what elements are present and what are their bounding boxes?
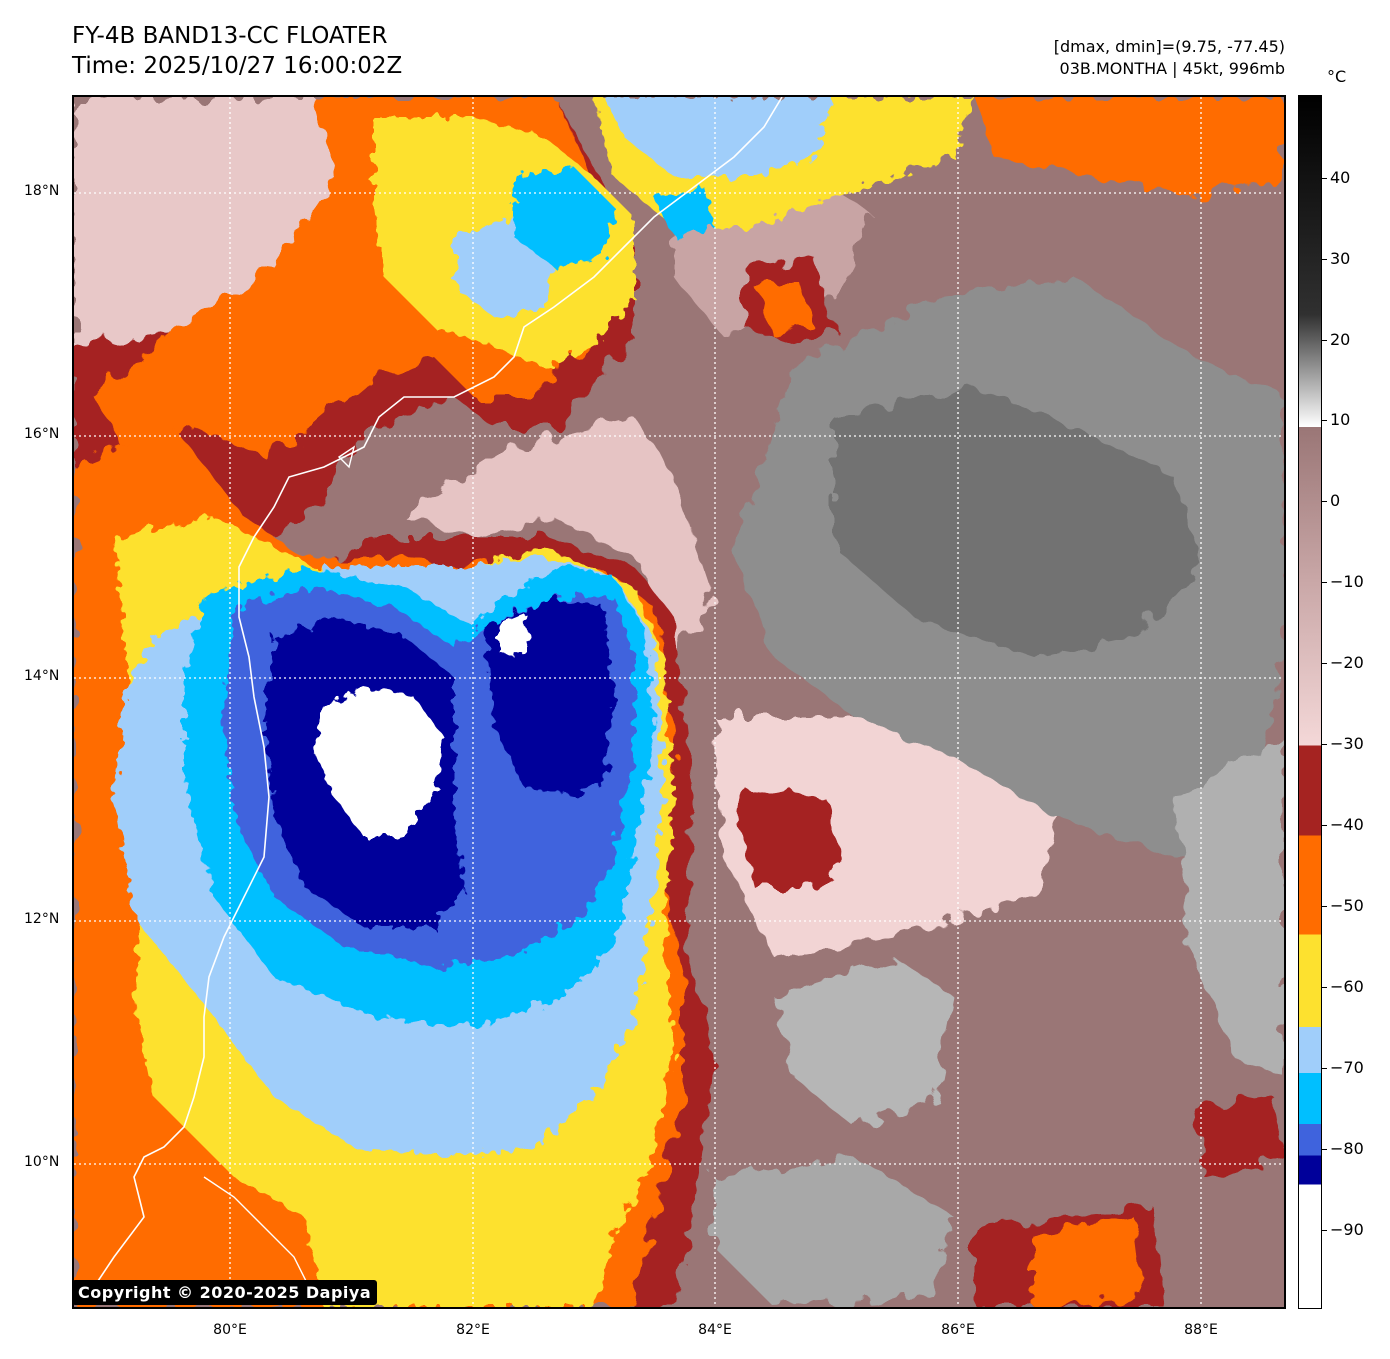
deep-blue-cell-north	[514, 167, 614, 267]
lon-label-82e: 82°E	[456, 1322, 490, 1338]
colorbar-tick-label: 10	[1330, 410, 1351, 429]
dark-red-cell-southeast	[1194, 1097, 1284, 1177]
colorbar-tick-label: 40	[1330, 168, 1351, 187]
colorbar-tick-mark	[1322, 744, 1327, 745]
colorbar-tick-label: −80	[1330, 1139, 1364, 1158]
colorbar-tick-mark	[1322, 1230, 1327, 1231]
colorbar-tick-mark	[1322, 178, 1327, 179]
pink-area-northwest	[74, 97, 404, 347]
colorbar	[1298, 95, 1322, 1309]
orange-cell-north	[754, 287, 814, 337]
copyright-label: Copyright © 2020-2025 Dapiya	[72, 1280, 378, 1305]
colorbar-tick-mark	[1322, 987, 1327, 988]
lat-label-14n: 14°N	[24, 668, 60, 684]
white-spot-east	[499, 612, 529, 657]
colorbar-tick-mark	[1322, 582, 1327, 583]
lat-label-18n: 18°N	[24, 183, 60, 199]
graticule	[74, 97, 1284, 1307]
gray-patch-south	[774, 957, 954, 1127]
range-label: [dmax, dmin]=(9.75, -77.45)	[1053, 37, 1285, 56]
coastline-sri-lanka	[203, 1176, 315, 1298]
colorbar-tick-mark	[1322, 501, 1327, 502]
colorbar-tick-label: −10	[1330, 572, 1364, 591]
white-coldest-core	[314, 687, 444, 837]
colorbar-tick-label: −90	[1330, 1220, 1364, 1239]
time-label: Time: 2025/10/27 16:00:02Z	[72, 53, 403, 79]
dark-gray-cloud-core	[834, 387, 1204, 657]
lat-label-12n: 12°N	[24, 911, 60, 927]
dark-red-cell-central	[739, 787, 844, 887]
pink-area-central	[404, 417, 714, 657]
colorbar-tick-mark	[1322, 340, 1327, 341]
coastline	[74, 97, 783, 1298]
light-blue-area-north	[604, 97, 834, 177]
chart-title: FY-4B BAND13-CC FLOATER	[72, 23, 388, 49]
lat-label-10n: 10°N	[24, 1154, 60, 1170]
orange-band-south	[1034, 1217, 1144, 1307]
colorbar-tick-label: 0	[1330, 491, 1341, 510]
colorbar-tick-label: −50	[1330, 896, 1364, 915]
colorbar-tick-mark	[1322, 259, 1327, 260]
gray-patch-southwest	[714, 1157, 954, 1307]
lat-label-16n: 16°N	[24, 426, 60, 442]
colorbar-tick-mark	[1322, 420, 1327, 421]
colorbar-tick-mark	[1322, 1149, 1327, 1150]
colorbar-tick-label: −30	[1330, 734, 1364, 753]
lon-label-80e: 80°E	[213, 1322, 247, 1338]
lon-label-84e: 84°E	[698, 1322, 732, 1338]
colorbar-tick-mark	[1322, 663, 1327, 664]
orange-band-northeast	[974, 97, 1284, 197]
colorbar-tick-label: −20	[1330, 653, 1364, 672]
colorbar-unit: °C	[1327, 67, 1347, 86]
lon-label-88e: 88°E	[1184, 1322, 1218, 1338]
lon-label-86e: 86°E	[941, 1322, 975, 1338]
pink-area-east	[714, 717, 1074, 957]
colorbar-tick-label: −40	[1330, 815, 1364, 834]
deep-blue-cell-northeast	[654, 187, 714, 237]
coastline-islet	[337, 445, 356, 469]
satellite-map	[72, 95, 1286, 1309]
storm-info-label: 03B.MONTHA | 45kt, 996mb	[1059, 59, 1285, 78]
colorbar-tick-label: −70	[1330, 1058, 1364, 1077]
colorbar-tick-label: 30	[1330, 249, 1351, 268]
colorbar-tick-mark	[1322, 825, 1327, 826]
colorbar-tick-mark	[1322, 1068, 1327, 1069]
colorbar-tick-label: −60	[1330, 977, 1364, 996]
colorbar-tick-mark	[1322, 906, 1327, 907]
map-image	[74, 97, 1284, 1307]
colorbar-tick-label: 20	[1330, 330, 1351, 349]
